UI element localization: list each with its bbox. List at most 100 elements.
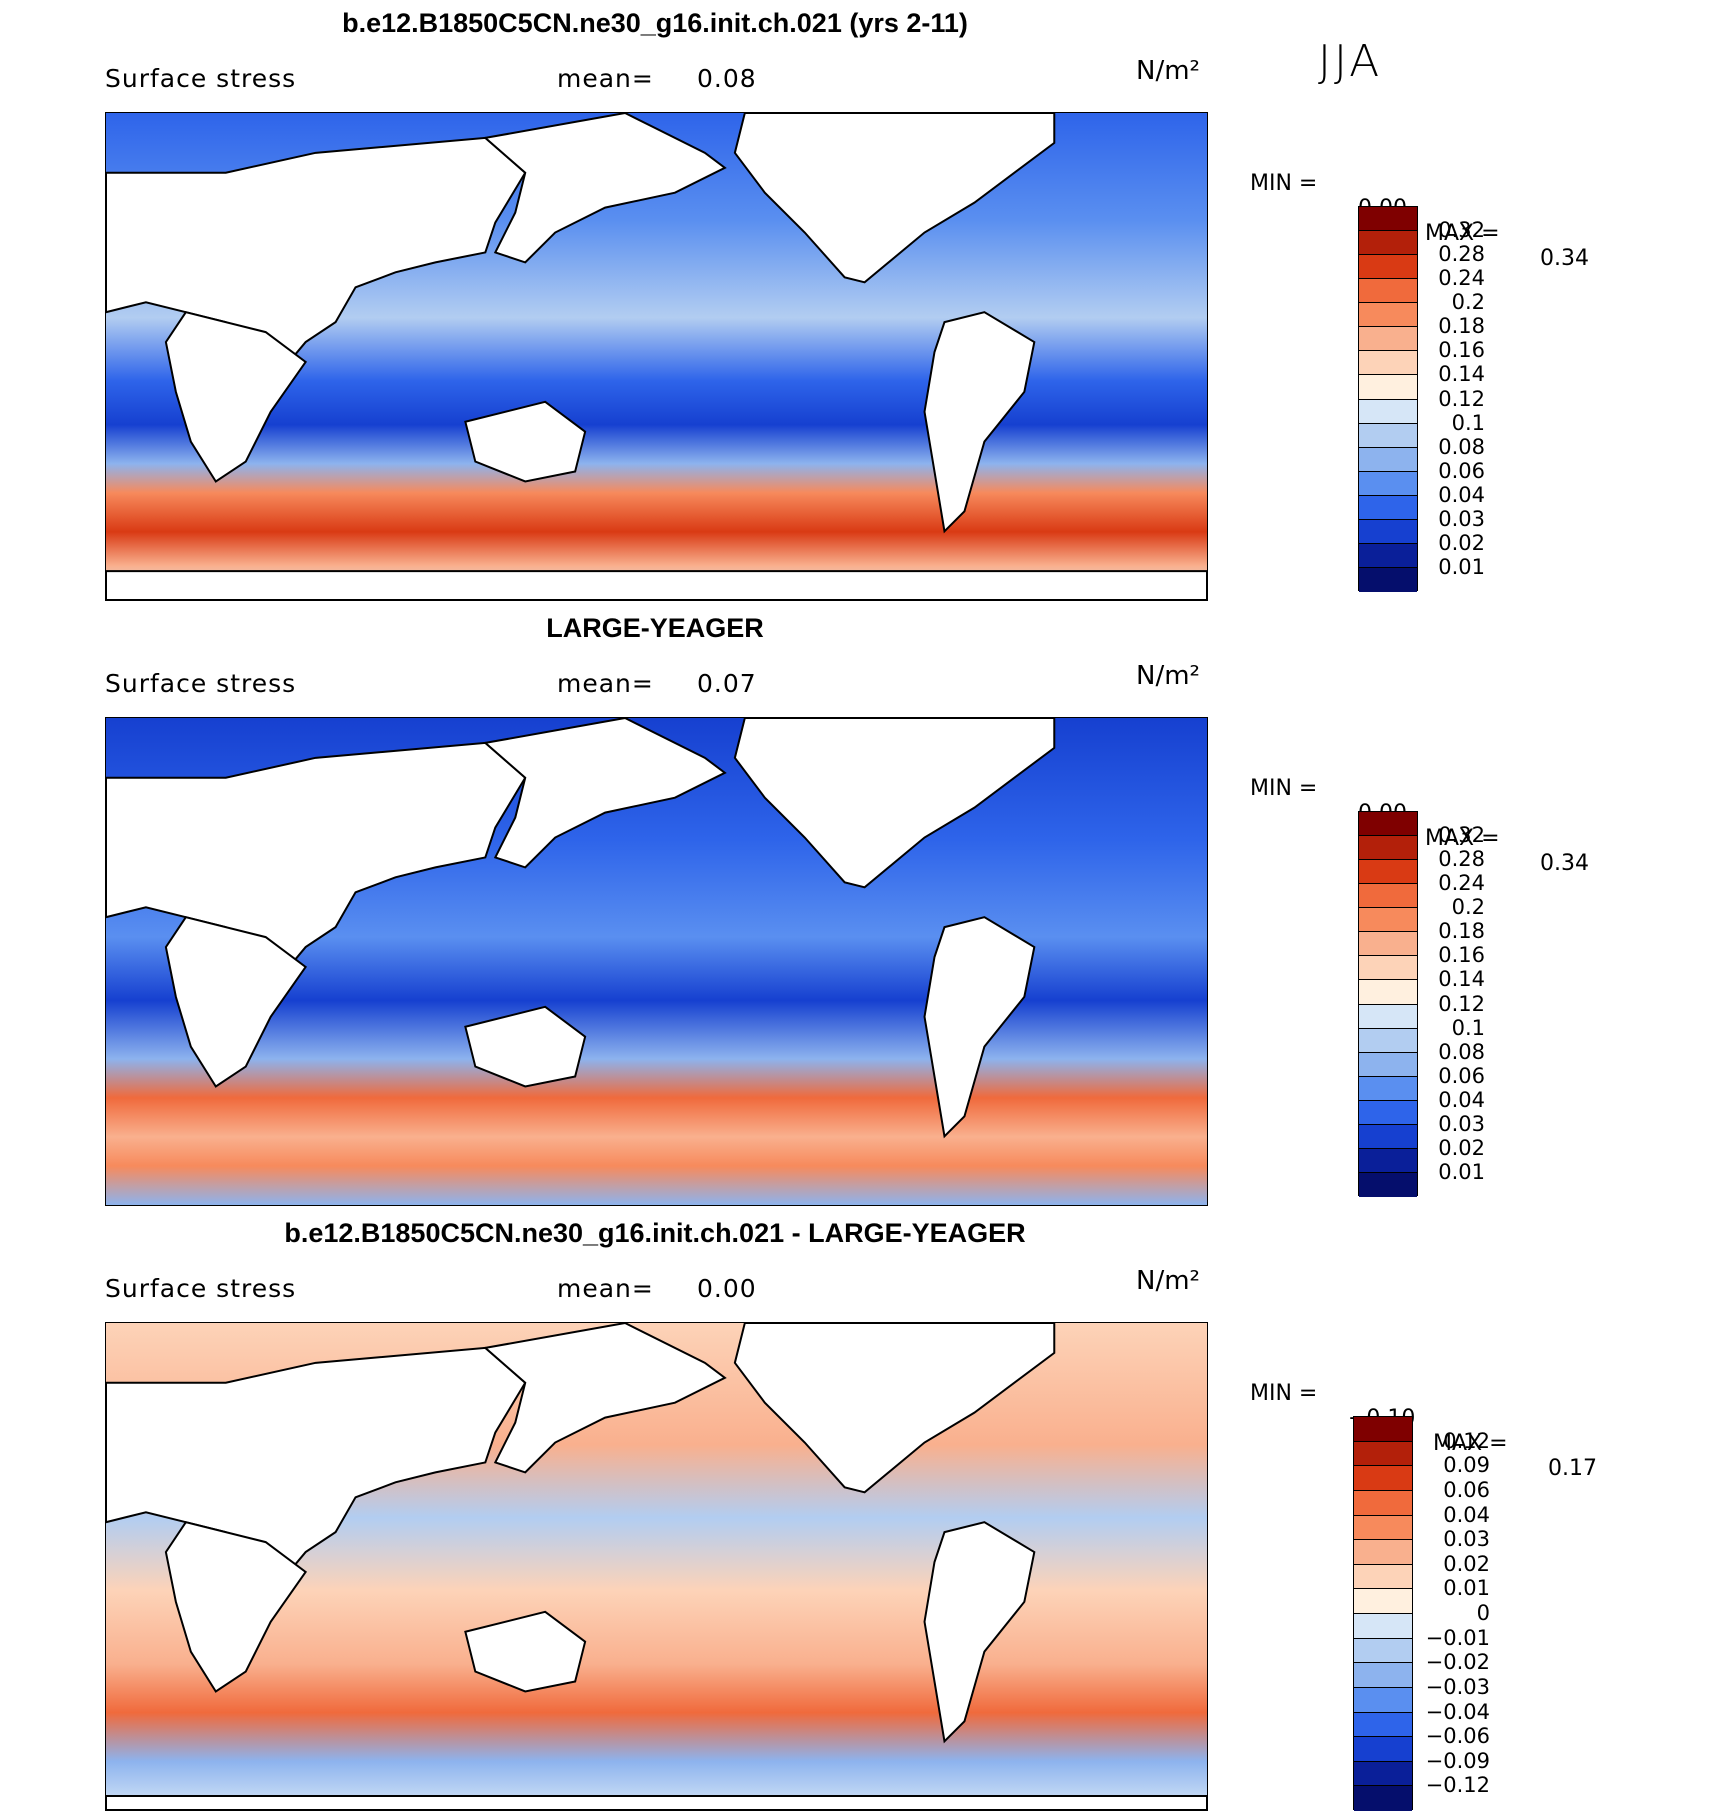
panel-2-colorbar — [1358, 811, 1418, 1197]
colorbar-box — [1359, 836, 1417, 861]
colorbar-box — [1359, 860, 1417, 885]
panel-2-north-america — [733, 718, 1056, 889]
panel-2-south-america — [923, 916, 1036, 1139]
colorbar-box — [1354, 1417, 1412, 1442]
panel-3-mean-value: 0.00 — [697, 1274, 757, 1303]
colorbar-tick-label: 0.09 — [1443, 1453, 1490, 1478]
colorbar-box — [1359, 351, 1417, 376]
colorbar-box — [1359, 255, 1417, 280]
colorbar-tick-label: 0.18 — [1438, 919, 1485, 944]
panel-3-africa — [164, 1521, 308, 1693]
colorbar-box — [1354, 1614, 1412, 1639]
colorbar-box — [1359, 471, 1417, 496]
panel-3-max-label: MAX = — [1433, 1431, 1508, 1456]
colorbar-tick-label: 0.14 — [1438, 362, 1485, 387]
colorbar-box — [1359, 980, 1417, 1005]
colorbar-box — [1359, 1100, 1417, 1125]
colorbar-tick-label: 0.02 — [1438, 530, 1485, 555]
colorbar-tick-label: 0.08 — [1438, 434, 1485, 459]
colorbar-box — [1354, 1441, 1412, 1467]
colorbar-tick-label: 0.24 — [1438, 871, 1485, 896]
colorbar-tick-label: −0.01 — [1425, 1625, 1490, 1650]
colorbar-tick-label: 0.06 — [1443, 1477, 1490, 1502]
colorbar-tick-label: 0.32 — [1438, 218, 1485, 243]
colorbar-box — [1359, 1148, 1417, 1173]
colorbar-tick-label: 0.06 — [1438, 458, 1485, 483]
panel-2-mean-label: mean= — [557, 669, 654, 698]
colorbar-box — [1359, 447, 1417, 472]
colorbar-tick-label: −0.03 — [1425, 1674, 1490, 1699]
panel-3-map-svg — [106, 1323, 1207, 1810]
panel-1-south-america — [923, 311, 1036, 534]
panel-2-title: LARGE-YEAGER — [546, 613, 764, 643]
colorbar-tick-label: 0.14 — [1438, 967, 1485, 992]
colorbar-box — [1359, 932, 1417, 957]
panel-2-asia-east — [483, 718, 727, 869]
colorbar-box — [1354, 1540, 1412, 1565]
panel-3-title: b.e12.B1850C5CN.ne30_g16.init.ch.021 - L… — [284, 1218, 1026, 1248]
panel-1-max-value: 0.34 — [1540, 246, 1589, 271]
colorbar-box — [1354, 1466, 1412, 1491]
colorbar-tick-label: 0.2 — [1451, 290, 1485, 315]
colorbar-tick-label: −0.09 — [1425, 1748, 1490, 1773]
panel-1-map-svg — [106, 113, 1207, 600]
colorbar-tick-label: 0.2 — [1451, 895, 1485, 920]
colorbar-box — [1359, 519, 1417, 544]
colorbar-box — [1359, 908, 1417, 933]
panel-2-minmax: MIN = 0.00 MAX = 0.34 — [1250, 751, 1589, 876]
colorbar-tick-label: 0.01 — [1438, 554, 1485, 579]
colorbar-box — [1354, 1638, 1412, 1664]
panel-1-antarctica — [106, 570, 1207, 600]
panel-3-minmax: MIN = −0.10 MAX = 0.17 — [1250, 1356, 1597, 1481]
colorbar-tick-label: 0.08 — [1438, 1039, 1485, 1064]
colorbar-tick-label: −0.04 — [1425, 1699, 1490, 1724]
colorbar-tick-label: 0.03 — [1438, 506, 1485, 531]
panel-3-max-value: 0.17 — [1548, 1456, 1597, 1481]
season-label: JJA — [1318, 36, 1383, 87]
colorbar-box — [1354, 1786, 1412, 1811]
panel-2-australia — [464, 1005, 587, 1088]
colorbar-tick-label: −0.12 — [1425, 1773, 1490, 1798]
panel-1-north-america — [733, 113, 1056, 284]
panel-3-mean-label: mean= — [557, 1274, 654, 1303]
panel-2-map — [105, 717, 1208, 1206]
colorbar-box — [1354, 1564, 1412, 1590]
colorbar-tick-label: 0.04 — [1438, 482, 1485, 507]
colorbar-box — [1354, 1490, 1412, 1516]
colorbar-tick-label: 0.12 — [1438, 386, 1485, 411]
panel-1-min-label: MIN = — [1250, 171, 1318, 196]
colorbar-tick-label: 0.01 — [1438, 1159, 1485, 1184]
panel-1-mean-value: 0.08 — [697, 64, 757, 93]
colorbar-tick-label: 0 — [1476, 1601, 1490, 1625]
panel-2-map-svg — [106, 718, 1207, 1205]
panel-3-min-label: MIN = — [1250, 1381, 1318, 1406]
panel-1-continents — [106, 113, 1207, 600]
colorbar-tick-label: −0.02 — [1425, 1650, 1490, 1675]
colorbar-tick-label: 0.12 — [1443, 1428, 1490, 1453]
colorbar-box — [1359, 1052, 1417, 1077]
colorbar-tick-label: −0.06 — [1425, 1724, 1490, 1749]
colorbar-tick-label: 0.03 — [1443, 1527, 1490, 1552]
colorbar-box — [1359, 1076, 1417, 1101]
colorbar-box — [1359, 812, 1417, 837]
colorbar-tick-label: 0.18 — [1438, 314, 1485, 339]
colorbar-box — [1359, 399, 1417, 424]
colorbar-tick-label: 0.28 — [1438, 847, 1485, 872]
panel-3-south-america — [923, 1521, 1036, 1744]
panel-2-continents — [106, 718, 1056, 1139]
colorbar-box — [1359, 207, 1417, 232]
panel-3-continents — [106, 1323, 1207, 1810]
colorbar-tick-label: 0.32 — [1438, 823, 1485, 848]
panel-1-colorbar — [1358, 206, 1418, 592]
colorbar-box — [1354, 1761, 1412, 1787]
colorbar-box — [1359, 279, 1417, 304]
colorbar-box — [1359, 231, 1417, 256]
panel-3-variable: Surface stress — [105, 1274, 297, 1303]
colorbar-tick-label: 0.1 — [1451, 410, 1485, 435]
panel-1-minmax: MIN = 0.00 MAX = 0.34 — [1250, 146, 1589, 271]
colorbar-box — [1354, 1687, 1412, 1713]
colorbar-box — [1359, 884, 1417, 909]
panel-1-title: b.e12.B1850C5CN.ne30_g16.init.ch.021 (yr… — [342, 8, 968, 38]
colorbar-box — [1359, 956, 1417, 981]
colorbar-box — [1354, 1712, 1412, 1738]
